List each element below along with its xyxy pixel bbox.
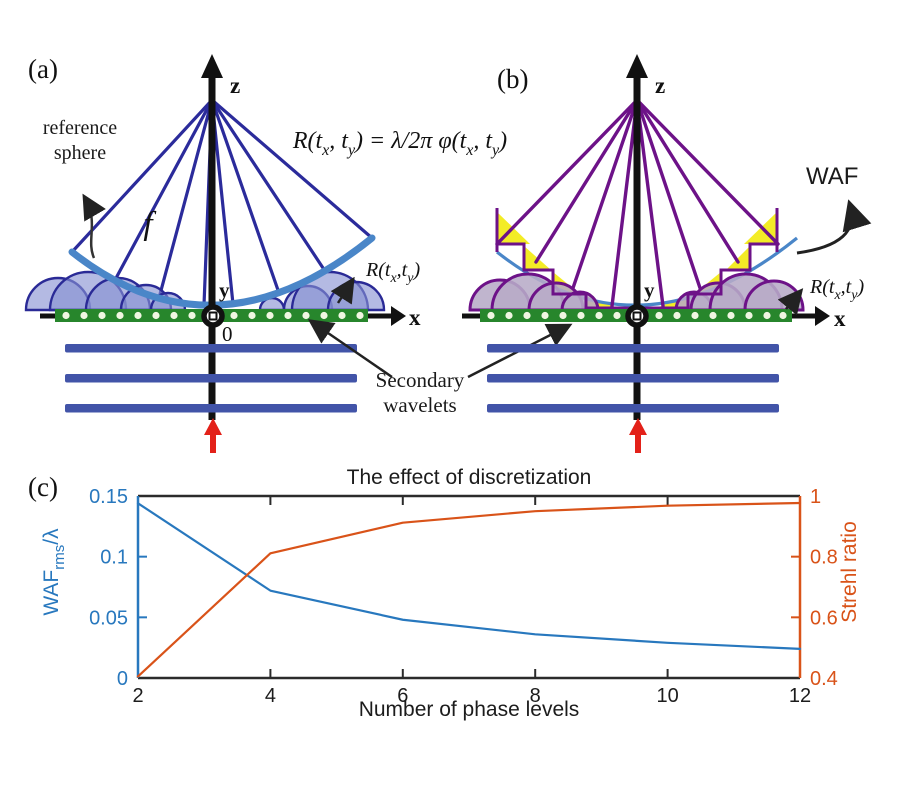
origin-square-a — [208, 311, 218, 321]
wavefront-equation: R(tx, ty) = λ/2π φ(tx, ty) — [292, 128, 507, 159]
panel-c-label: (c) — [28, 472, 58, 502]
x-tick-label: 4 — [265, 685, 276, 707]
secondary-source-dots-a — [62, 311, 364, 320]
waf-label: WAF — [806, 163, 858, 190]
secondary-source-dots-b — [487, 311, 787, 320]
incident-light-arrow-a — [204, 418, 222, 453]
right-y-tick-label: 0.6 — [810, 607, 838, 629]
r-label-b: R(tx,ty) — [809, 276, 864, 303]
r-arrow-b — [777, 288, 804, 316]
r-label-a: R(tx,ty) — [365, 259, 420, 286]
right-y-tick-label: 0.8 — [810, 547, 838, 569]
panel-c: (c) The effect of discretization 2 4 6 8 10 1… — [28, 466, 861, 721]
z-axis-label-b: z — [655, 73, 665, 98]
series-line-left — [136, 502, 802, 650]
secondary-wavelets-label-line1: Secondary — [376, 368, 465, 392]
chart-plot: 2 4 6 8 10 12 0 0.05 0.1 0.15 0.4 0.6 0.8 1 — [89, 486, 838, 707]
panel-b: (b) — [462, 54, 872, 453]
chart-left-ylabel: WAFrms/λ — [40, 528, 68, 616]
panel-b-label: (b) — [497, 64, 528, 94]
left-y-tick-label: 0.1 — [100, 547, 128, 569]
left-y-tick-label: 0.05 — [89, 607, 128, 629]
x-tick-label: 8 — [530, 685, 541, 707]
z-axis-arrowhead-a — [201, 54, 223, 78]
origin-ring-b — [625, 304, 649, 328]
z-axis-arrowhead-b — [626, 54, 648, 78]
plane-waves-b — [487, 344, 779, 413]
left-y-tick-label: 0.15 — [89, 486, 128, 508]
reference-sphere-arrow — [82, 193, 106, 259]
r-arrow-a — [330, 276, 355, 305]
chart-xlabel: Number of phase levels — [359, 698, 580, 721]
reference-sphere-label-line2: sphere — [54, 142, 106, 164]
waf-arrow — [796, 199, 872, 255]
x-axis-label-b: x — [834, 306, 846, 331]
plane-waves-a — [65, 344, 357, 413]
right-y-tick-label: 0.4 — [810, 668, 838, 690]
origin-label-a: 0 — [222, 322, 233, 346]
panel-a-label: (a) — [28, 54, 58, 84]
secondary-wavelets-label-line2: wavelets — [383, 393, 456, 417]
wavelets-b-right — [674, 272, 805, 312]
x-axis-arrowhead-b — [815, 306, 830, 326]
z-axis-label-a: z — [230, 73, 240, 98]
chart-title: The effect of discretization — [347, 466, 592, 489]
focal-length-label: f — [143, 206, 156, 242]
x-tick-label: 10 — [656, 685, 678, 707]
panel-a: (a) — [24, 54, 421, 453]
y-axis-label-a: y — [219, 278, 230, 302]
right-y-tick-label: 1 — [810, 486, 821, 508]
left-y-tick-label: 0 — [117, 668, 128, 690]
x-tick-label: 2 — [132, 685, 143, 707]
x-axis-label-a: x — [409, 305, 421, 330]
origin-square-b — [632, 311, 642, 321]
wavelets-b-left — [468, 272, 600, 312]
reference-sphere-label-line1: reference — [43, 117, 117, 139]
origin-ring-a — [201, 304, 225, 328]
x-tick-label: 6 — [397, 685, 408, 707]
x-tick-label: 12 — [789, 685, 811, 707]
panel-b-rays — [495, 98, 780, 308]
incident-light-arrow-b — [629, 418, 647, 453]
chart-right-ylabel: Strehl ratio — [838, 521, 861, 623]
reference-sphere-arc — [68, 234, 376, 309]
y-axis-label-b: y — [644, 278, 655, 302]
series-line-right — [136, 501, 802, 678]
x-axis-arrowhead-a — [391, 306, 406, 326]
secondary-wavelets-arrow-left — [307, 319, 393, 379]
